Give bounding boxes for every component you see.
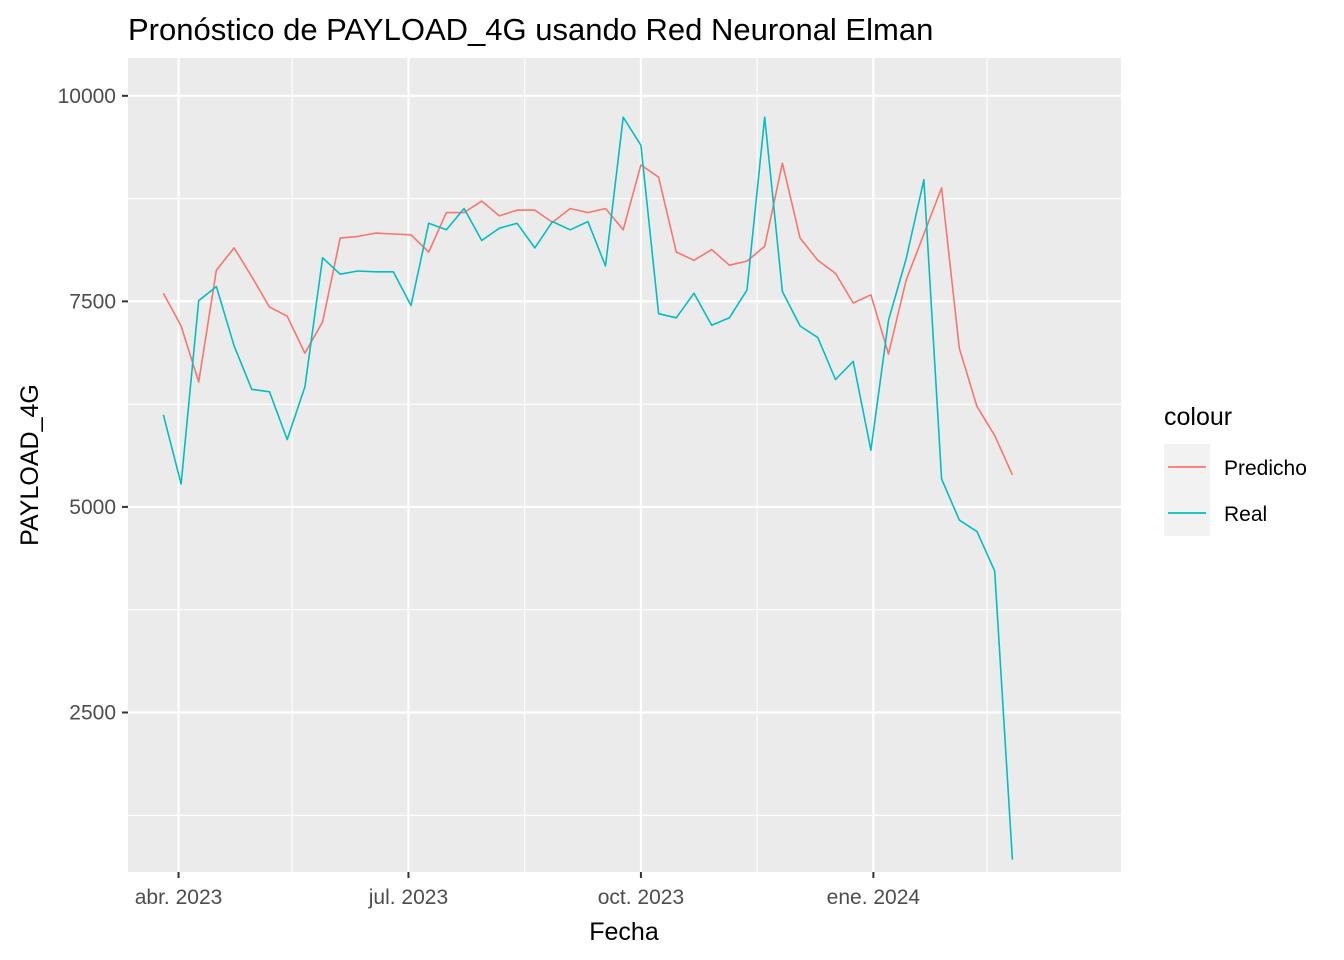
grid-major bbox=[128, 58, 1121, 872]
y-tick-label: 10000 bbox=[58, 85, 116, 108]
y-tick-label: 2500 bbox=[69, 701, 116, 724]
y-axis: 2500 5000 7500 10000 bbox=[58, 85, 128, 724]
legend-label-predicho: Predicho bbox=[1224, 457, 1307, 480]
legend-items: Predicho Real bbox=[1164, 444, 1307, 536]
y-tick-label: 5000 bbox=[69, 496, 116, 519]
x-tick-label: abr. 2023 bbox=[135, 886, 223, 909]
legend-title: colour bbox=[1164, 403, 1232, 431]
plot-panel bbox=[128, 58, 1121, 872]
series-line-real bbox=[162, 116, 1014, 860]
x-tick-label: ene. 2024 bbox=[827, 886, 921, 909]
y-axis-title: PAYLOAD_4G bbox=[16, 384, 44, 546]
legend-label-real: Real bbox=[1224, 503, 1267, 526]
legend: colour Predicho Real bbox=[1164, 403, 1307, 536]
x-tick-label: jul. 2023 bbox=[368, 886, 448, 909]
grid-minor bbox=[128, 58, 1121, 872]
series-lines bbox=[162, 116, 1014, 860]
x-tick-label: oct. 2023 bbox=[598, 886, 684, 909]
series-line-predicho bbox=[162, 162, 1014, 476]
chart-title: Pronóstico de PAYLOAD_4G usando Red Neur… bbox=[128, 12, 933, 47]
x-axis: abr. 2023 jul. 2023 oct. 2023 ene. 2024 bbox=[135, 872, 921, 909]
x-axis-title: Fecha bbox=[589, 918, 659, 946]
y-tick-label: 7500 bbox=[69, 290, 116, 313]
